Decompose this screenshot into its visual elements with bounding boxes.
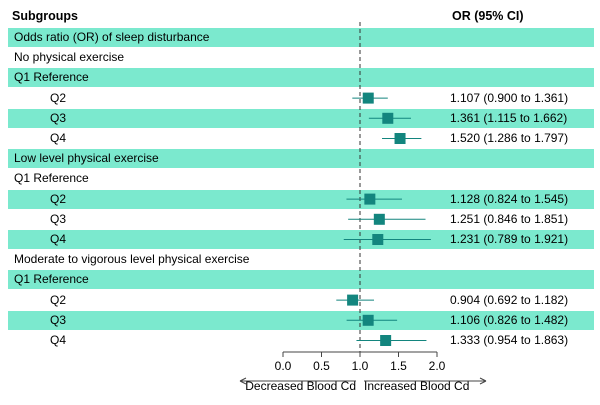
- or-marker: [373, 213, 385, 225]
- or-marker: [394, 133, 406, 144]
- table-row: Q2 1.128 (0.824 to 1.545): [8, 189, 594, 209]
- x-tick-label: 1.0: [352, 359, 369, 373]
- table-row: Low level physical exercise: [8, 149, 594, 169]
- subgroups-header: Subgroups: [12, 9, 78, 23]
- table-row: Odds ratio (OR) of sleep disturbance: [8, 28, 594, 47]
- or-ci-value: 1.106 (0.826 to 1.482): [450, 312, 569, 327]
- table-row: Moderate to vigorous level physical exer…: [8, 250, 594, 269]
- row-label: Q4: [50, 131, 67, 145]
- row-label: Low level physical exercise: [14, 151, 159, 166]
- or-marker: [362, 314, 374, 326]
- row-label: Q4: [50, 232, 67, 246]
- table-row: Q3 1.251 (0.846 to 1.851): [8, 210, 594, 229]
- or-ci-value: 0.904 (0.692 to 1.182): [450, 292, 569, 307]
- x-tick-label: 2.0: [429, 359, 446, 373]
- or-ci-value: 1.361 (1.115 to 1.662): [450, 110, 568, 125]
- row-label: Q4: [50, 333, 67, 347]
- x-tick-label: 0.0: [275, 359, 292, 373]
- or-marker: [362, 92, 374, 104]
- table-row: Q2 0.904 (0.692 to 1.182): [8, 291, 594, 310]
- row-label: Q3: [50, 211, 67, 226]
- row-label: Q3: [50, 312, 67, 327]
- or-marker: [382, 112, 394, 124]
- increase-arrow-head: [479, 377, 487, 385]
- x-tick-label: 1.5: [390, 359, 407, 373]
- table-row: Q4 1.333 (0.954 to 1.863): [8, 331, 594, 350]
- table-row: No physical exercise: [8, 48, 594, 67]
- x-label-increased: Increased Blood Cd: [364, 379, 470, 393]
- row-label: No physical exercise: [14, 50, 125, 65]
- row-label: Q2: [50, 90, 67, 105]
- or-ci-value: 1.107 (0.900 to 1.361): [450, 90, 569, 105]
- decrease-arrow-head: [239, 377, 247, 385]
- row-label: Q1 Reference: [14, 70, 89, 85]
- table-row: Q2 1.107 (0.900 to 1.361): [8, 89, 594, 108]
- or-ci-value: 1.251 (0.846 to 1.851): [450, 211, 569, 226]
- table-row: Q4 1.520 (1.286 to 1.797): [8, 129, 594, 148]
- or-ci-value: 1.128 (0.824 to 1.545): [450, 191, 569, 206]
- or-ci-value: 1.333 (0.954 to 1.863): [450, 333, 569, 347]
- row-label: Odds ratio (OR) of sleep disturbance: [14, 30, 210, 44]
- row-label: Moderate to vigorous level physical exer…: [14, 252, 250, 267]
- or-ci-header: OR (95% CI): [452, 9, 524, 23]
- or-marker: [364, 193, 376, 205]
- or-ci-value: 1.231 (0.789 to 1.921): [450, 232, 569, 246]
- row-label: Q2: [50, 292, 67, 307]
- table-row: Q3 1.106 (0.826 to 1.482): [8, 310, 594, 330]
- or-marker: [347, 294, 359, 306]
- table-row: Q1 Reference: [8, 169, 594, 188]
- or-marker: [380, 335, 392, 346]
- x-label-decreased: Decreased Blood Cd: [245, 379, 356, 393]
- or-ci-value: 1.520 (1.286 to 1.797): [450, 131, 569, 145]
- row-label: Q2: [50, 191, 67, 206]
- x-tick-label: 0.5: [313, 359, 330, 373]
- table-row: Q1 Reference: [8, 270, 594, 290]
- row-label: Q3: [50, 110, 67, 125]
- table-row: Q3 1.361 (1.115 to 1.662): [8, 108, 594, 128]
- or-marker: [372, 234, 384, 245]
- table-row: Q1 Reference: [8, 68, 594, 88]
- row-label: Q1 Reference: [14, 171, 89, 186]
- table-row: Q4 1.231 (0.789 to 1.921): [8, 230, 594, 249]
- row-label: Q1 Reference: [14, 272, 89, 287]
